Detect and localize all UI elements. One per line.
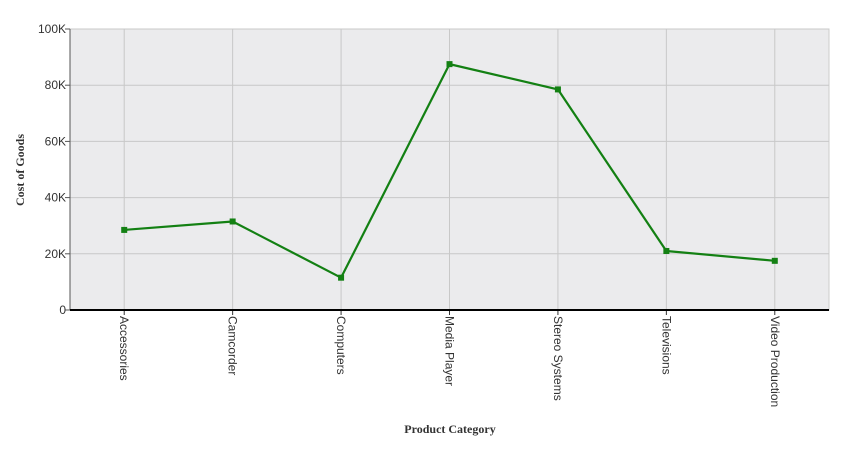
x-axis: Accessories Camcorder Computers Media Playe… bbox=[117, 310, 782, 407]
x-tick-label: Stereo Systems bbox=[551, 316, 565, 401]
series-group bbox=[121, 61, 778, 281]
x-tick-label: Media Player bbox=[443, 316, 457, 386]
data-point[interactable] bbox=[771, 257, 778, 264]
x-tick-label: Camcorder bbox=[226, 316, 240, 375]
data-point[interactable] bbox=[663, 247, 670, 254]
data-point[interactable] bbox=[446, 61, 453, 68]
data-point[interactable] bbox=[338, 274, 345, 281]
x-axis-title: Product Category bbox=[404, 422, 495, 436]
y-tick-label: 80K bbox=[45, 78, 66, 92]
y-tick-label: 0 bbox=[59, 303, 66, 317]
x-tick-label: Computers bbox=[334, 316, 348, 375]
y-tick-label: 20K bbox=[45, 247, 66, 261]
x-tick-label: Televisions bbox=[659, 316, 673, 375]
x-tick-label: Accessories bbox=[117, 316, 131, 381]
y-axis: 0 20K 40K 60K 80K 100K bbox=[38, 22, 71, 317]
y-tick-label: 100K bbox=[38, 22, 66, 36]
x-tick-label: Video Production bbox=[768, 316, 782, 407]
data-point[interactable] bbox=[554, 86, 561, 93]
y-tick-label: 60K bbox=[45, 134, 66, 148]
y-axis-title: Cost of Goods bbox=[13, 134, 27, 206]
data-point[interactable] bbox=[229, 218, 236, 225]
data-point[interactable] bbox=[121, 226, 128, 233]
y-tick-label: 40K bbox=[45, 191, 66, 205]
